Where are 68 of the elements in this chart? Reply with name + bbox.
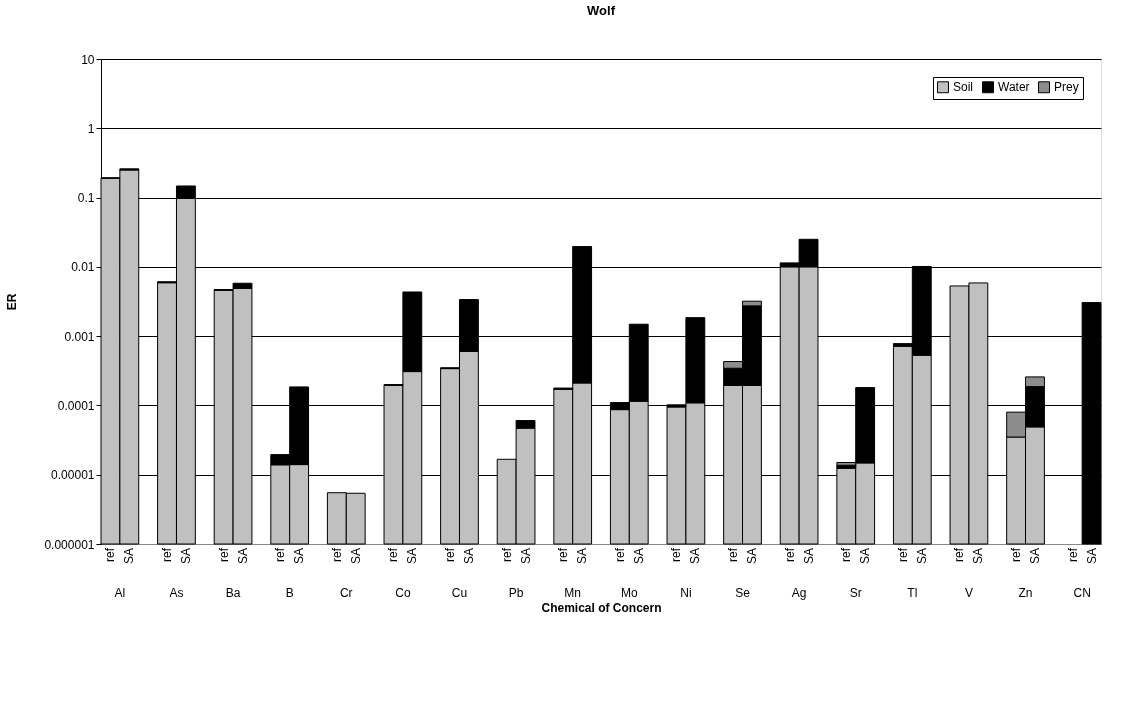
legend-label: Soil (953, 80, 974, 95)
y-tick-label: 1 (87, 121, 95, 136)
x-tick-label: ref (386, 547, 401, 563)
x-tick-label: SA (292, 548, 307, 565)
x-tick-label: SA (518, 548, 533, 565)
x-tick-label: ref (726, 547, 741, 563)
x-tick-label: SA (744, 548, 759, 565)
x-tick-label: SA (1084, 548, 1099, 565)
x-tick-label: SA (405, 548, 420, 565)
text: Tl (907, 586, 918, 600)
x-tick-label: SA (631, 548, 646, 565)
legend-label: Prey (1054, 80, 1079, 95)
text: Pb (508, 586, 524, 600)
x-tick-label: ref (443, 547, 458, 563)
text: Al (114, 586, 126, 600)
x-axis-title: Chemical of Concern (541, 600, 662, 615)
text: Sr (849, 586, 862, 600)
text: Ag (791, 586, 807, 600)
x-tick-label: ref (1009, 547, 1024, 563)
y-axis-title: ER (5, 293, 20, 311)
text: B (285, 586, 294, 600)
legend-label: Water (998, 80, 1030, 95)
x-tick-label: ref (216, 547, 231, 563)
x-tick-label: SA (688, 548, 703, 565)
x-tick-label: ref (556, 547, 571, 563)
x-tick-label: ref (103, 547, 118, 563)
x-tick-label: ref (273, 547, 288, 563)
text: Co (395, 586, 411, 600)
x-tick-label: ref (952, 547, 967, 563)
x-tick-label: ref (782, 547, 797, 563)
text: Mo (620, 586, 638, 600)
y-tick-label: 0.1 (77, 191, 95, 206)
x-tick-label: SA (122, 548, 137, 565)
text: Se (735, 586, 751, 600)
text: CN (1073, 586, 1091, 600)
text: Ni (680, 586, 692, 600)
x-tick-label: SA (461, 548, 476, 565)
text: Ba (225, 586, 241, 600)
x-tick-label: SA (348, 548, 363, 565)
x-tick-label: ref (612, 547, 627, 563)
y-tick-label: 10 (81, 52, 95, 67)
x-tick-label: SA (575, 548, 590, 565)
text: As (169, 586, 184, 600)
text: V (964, 586, 973, 600)
text: Mn (564, 586, 582, 600)
y-tick-label: 0.01 (71, 260, 95, 275)
chart-title: Wolf (587, 3, 616, 18)
x-tick-label: ref (1065, 547, 1080, 563)
x-tick-label: ref (839, 547, 854, 563)
y-tick-label: 0.001 (64, 329, 95, 344)
x-tick-label: SA (801, 548, 816, 565)
y-tick-label: 0.0001 (57, 398, 95, 413)
text: Cu (451, 586, 468, 600)
text: Zn (1018, 586, 1033, 600)
x-tick-label: SA (858, 548, 873, 565)
x-tick-label: SA (971, 548, 986, 565)
x-tick-label: ref (160, 547, 175, 563)
text: Cr (339, 586, 353, 600)
x-tick-label: SA (1027, 548, 1042, 565)
x-tick-label: SA (235, 548, 250, 565)
x-tick-label: ref (499, 547, 514, 563)
x-tick-label: SA (914, 548, 929, 565)
y-tick-label: 0.000001 (44, 537, 95, 552)
x-tick-label: ref (329, 547, 344, 563)
x-tick-label: ref (669, 547, 684, 563)
x-tick-label: SA (178, 548, 193, 565)
x-tick-label: ref (895, 547, 910, 563)
y-tick-label: 0.00001 (51, 468, 95, 483)
